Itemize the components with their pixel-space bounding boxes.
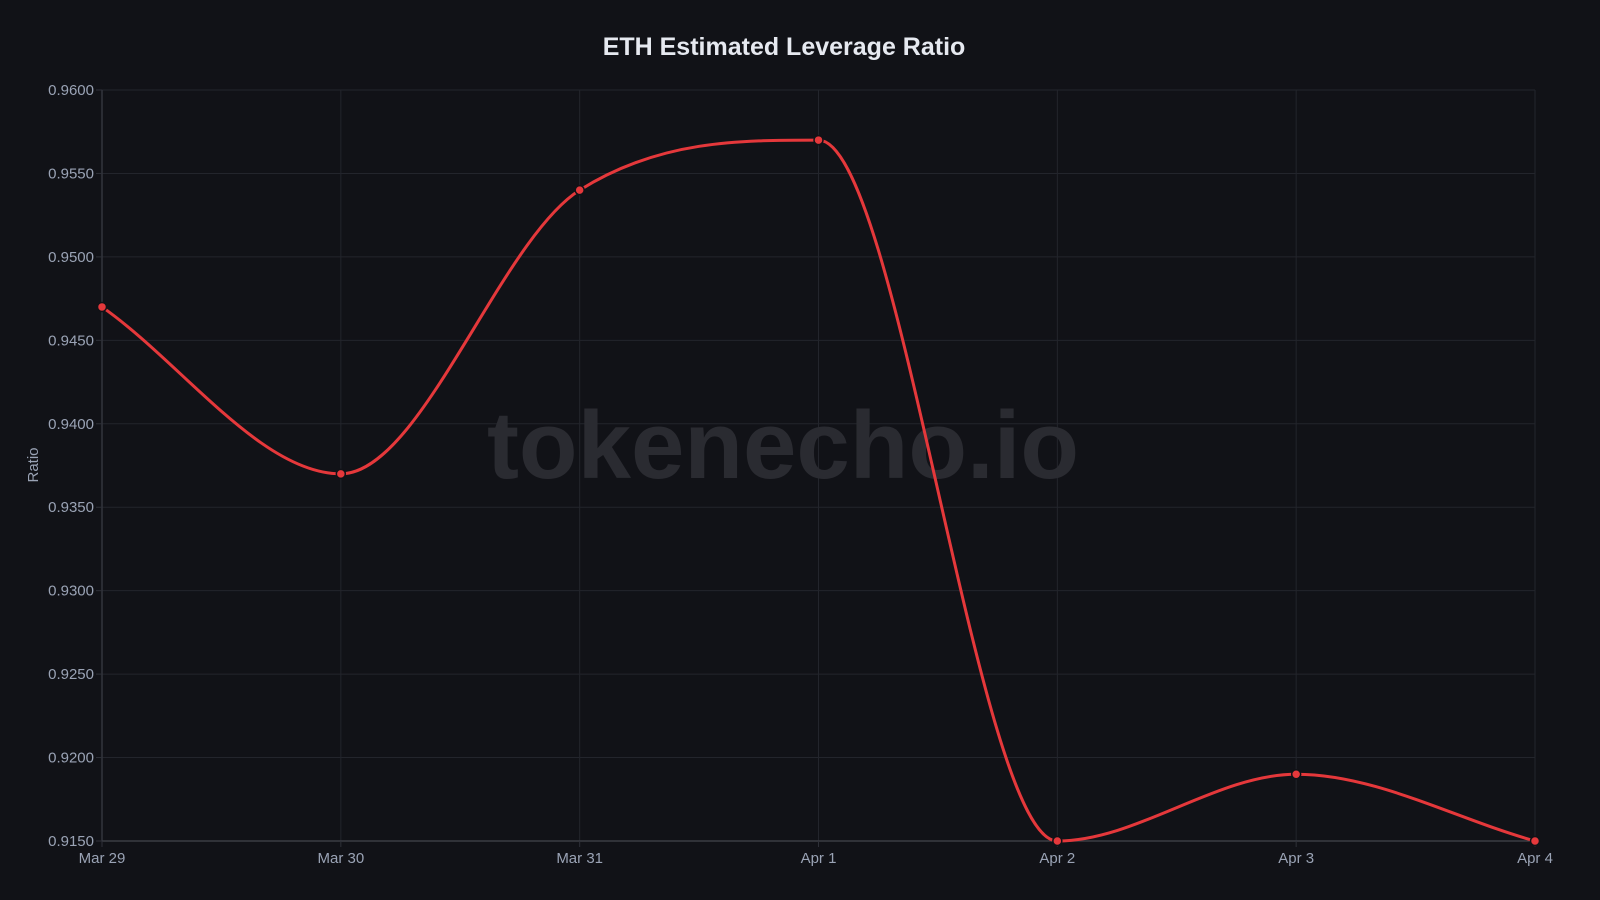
x-tick-label: Mar 30	[317, 850, 364, 867]
series-line	[101, 138, 1536, 843]
y-axis-label: Ratio	[25, 447, 42, 482]
line-chart: tokenecho.io 0.96000.95500.95000.94500.9…	[25, 82, 1553, 867]
y-tick-label: 0.9200	[48, 750, 94, 767]
data-point[interactable]	[574, 184, 585, 196]
x-tick-label: Apr 3	[1278, 850, 1314, 867]
watermark: tokenecho.io	[487, 392, 1079, 499]
y-tick-label: 0.9600	[48, 82, 94, 99]
x-tick-label: Mar 29	[79, 850, 126, 867]
data-point[interactable]	[335, 468, 347, 480]
y-tick-label: 0.9450	[48, 332, 94, 349]
data-points[interactable]	[96, 134, 1541, 847]
y-tick-label: 0.9350	[48, 499, 94, 516]
y-tick-label: 0.9150	[48, 833, 94, 850]
y-tick-label: 0.9500	[48, 249, 94, 266]
x-tick-label: Mar 31	[556, 850, 603, 867]
chart-title: ETH Estimated Leverage Ratio	[602, 33, 966, 61]
y-tick-label: 0.9250	[48, 666, 94, 683]
y-tick-label: 0.9300	[48, 583, 94, 600]
y-axis-ticks: 0.9600 0.9550 0.9500 0.9450 0.9400 0.9350 0.93…	[48, 82, 102, 850]
data-point[interactable]	[813, 134, 824, 146]
x-tick-label: Apr 2	[1039, 850, 1075, 867]
y-tick-label: 0.9550	[48, 165, 94, 182]
x-axis-ticks: Mar 29 Mar 30 Mar 31 Apr 1 Apr 2 Apr 3 Apr 4	[79, 841, 1553, 867]
data-point[interactable]	[1529, 835, 1541, 847]
data-point[interactable]	[96, 301, 108, 313]
x-tick-label: Apr 4	[1517, 850, 1553, 867]
x-tick-label: Apr 1	[801, 850, 837, 867]
y-tick-label: 0.9400	[48, 416, 94, 433]
data-point[interactable]	[1052, 835, 1063, 847]
data-point[interactable]	[1290, 768, 1302, 780]
